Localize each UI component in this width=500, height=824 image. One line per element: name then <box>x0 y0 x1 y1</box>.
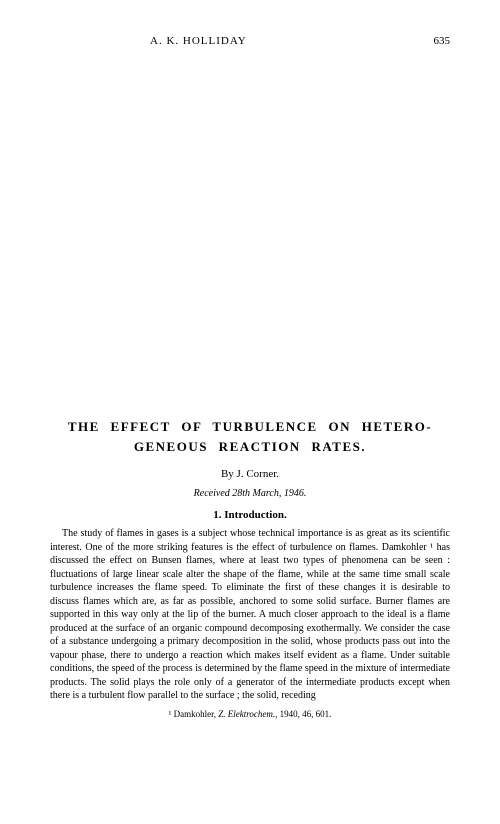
footnote-rest: , 1940, 46, 601. <box>275 709 331 719</box>
footnote-author: Damkohler, <box>174 709 219 719</box>
byline: By J. Corner. <box>50 468 450 480</box>
page-number: 635 <box>434 35 451 47</box>
body-paragraph: The study of flames in gases is a subjec… <box>50 527 450 703</box>
footnote: ¹ Damkohler, Z. Elektrochem., 1940, 46, … <box>50 709 450 719</box>
page-header: A. K. HOLLIDAY 635 <box>50 35 450 47</box>
footnote-marker: ¹ <box>169 709 172 719</box>
running-head-author: A. K. HOLLIDAY <box>150 35 247 47</box>
section-heading: 1. Introduction. <box>50 509 450 521</box>
section-title: Introduction. <box>224 509 286 521</box>
section-number: 1. <box>213 509 221 521</box>
footnote-journal: Z. Elektrochem. <box>218 709 275 719</box>
article-title: THE EFFECT OF TURBULENCE ON HETERO-GENEO… <box>50 417 450 456</box>
byline-author: J. Corner. <box>237 468 279 480</box>
byline-prefix: By <box>221 468 237 480</box>
received-date: Received 28th March, 1946. <box>50 488 450 499</box>
